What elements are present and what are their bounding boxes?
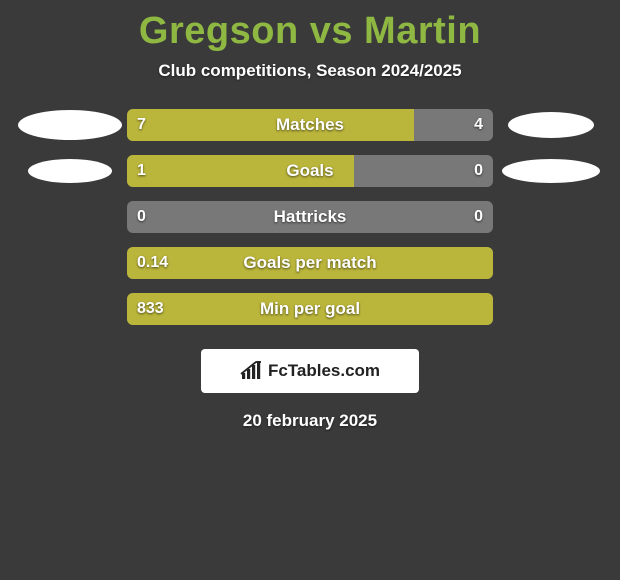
left-oval bbox=[18, 110, 122, 140]
bar-right: 0 bbox=[310, 155, 493, 187]
bar-right-fill bbox=[310, 247, 493, 279]
left-oval bbox=[28, 159, 112, 183]
bar-left: 833 bbox=[127, 293, 310, 325]
stat-row: 74Matches bbox=[12, 109, 608, 141]
left-value: 1 bbox=[127, 155, 156, 187]
left-side bbox=[12, 159, 127, 183]
bar-right-fill bbox=[310, 109, 414, 141]
stats-rows: 74Matches10Goals00Hattricks0.14Goals per… bbox=[0, 109, 620, 325]
right-value bbox=[473, 293, 493, 325]
left-side bbox=[12, 110, 127, 140]
bar-left: 0 bbox=[127, 201, 310, 233]
bar-left: 1 bbox=[127, 155, 310, 187]
chart-icon bbox=[240, 361, 262, 381]
left-value: 0 bbox=[127, 201, 156, 233]
stat-row: 10Goals bbox=[12, 155, 608, 187]
left-value: 0.14 bbox=[127, 247, 178, 279]
right-side bbox=[493, 112, 608, 138]
bar-left: 7 bbox=[127, 109, 310, 141]
right-value bbox=[473, 247, 493, 279]
right-value: 0 bbox=[464, 201, 493, 233]
bar-track: 833Min per goal bbox=[127, 293, 493, 325]
stat-row: 0.14Goals per match bbox=[12, 247, 608, 279]
right-side bbox=[493, 159, 608, 183]
bar-right: 0 bbox=[310, 201, 493, 233]
subtitle: Club competitions, Season 2024/2025 bbox=[0, 61, 620, 81]
date-text: 20 february 2025 bbox=[0, 411, 620, 431]
bar-track: 74Matches bbox=[127, 109, 493, 141]
bar-right bbox=[310, 293, 493, 325]
stat-row: 833Min per goal bbox=[12, 293, 608, 325]
bar-right-fill bbox=[310, 155, 354, 187]
bar-left: 0.14 bbox=[127, 247, 310, 279]
bar-track: 00Hattricks bbox=[127, 201, 493, 233]
bar-right bbox=[310, 247, 493, 279]
bar-track: 0.14Goals per match bbox=[127, 247, 493, 279]
left-value: 833 bbox=[127, 293, 174, 325]
bar-right-fill bbox=[310, 293, 493, 325]
bar-track: 10Goals bbox=[127, 155, 493, 187]
right-oval bbox=[508, 112, 594, 138]
right-value: 0 bbox=[464, 155, 493, 187]
badge-text: FcTables.com bbox=[268, 361, 380, 381]
page-title: Gregson vs Martin bbox=[0, 0, 620, 53]
left-value: 7 bbox=[127, 109, 156, 141]
right-value: 4 bbox=[464, 109, 493, 141]
stat-row: 00Hattricks bbox=[12, 201, 608, 233]
bar-right: 4 bbox=[310, 109, 493, 141]
right-oval bbox=[502, 159, 600, 183]
fctables-badge[interactable]: FcTables.com bbox=[201, 349, 419, 393]
